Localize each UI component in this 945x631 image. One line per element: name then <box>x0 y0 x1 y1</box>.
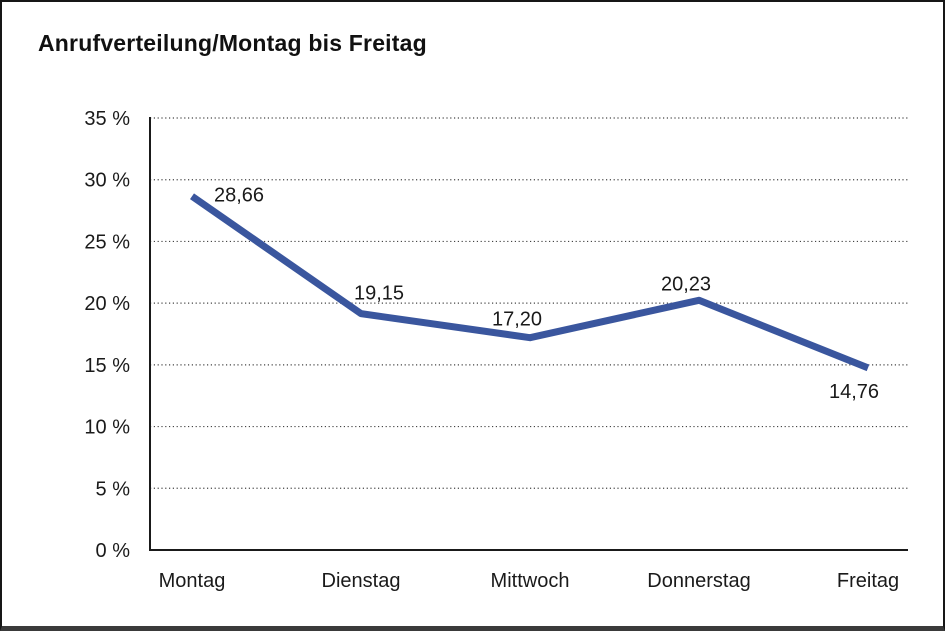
series-line <box>190 193 870 372</box>
x-category-label: Mittwoch <box>491 570 570 592</box>
data-label: 28,66 <box>214 184 264 206</box>
data-label: 14,76 <box>829 381 879 403</box>
data-label: 19,15 <box>354 283 404 305</box>
x-category-label: Montag <box>159 570 226 592</box>
y-tick-label: 30 % <box>84 170 130 192</box>
x-category-label: Freitag <box>837 570 899 592</box>
data-label: 20,23 <box>661 273 711 295</box>
data-label: 17,20 <box>492 309 542 331</box>
y-tick-label: 5 % <box>96 478 131 500</box>
y-tick-label: 25 % <box>84 231 130 253</box>
y-tick-label: 15 % <box>84 355 130 377</box>
x-category-label: Dienstag <box>322 570 401 592</box>
chart-title: Anrufverteilung/Montag bis Freitag <box>38 30 427 56</box>
y-tick-label: 10 % <box>84 417 130 439</box>
x-category-label: Donnerstag <box>647 570 750 592</box>
y-tick-label: 20 % <box>84 293 130 315</box>
y-tick-label: 35 % <box>84 108 130 130</box>
y-tick-label: 0 % <box>96 540 131 562</box>
